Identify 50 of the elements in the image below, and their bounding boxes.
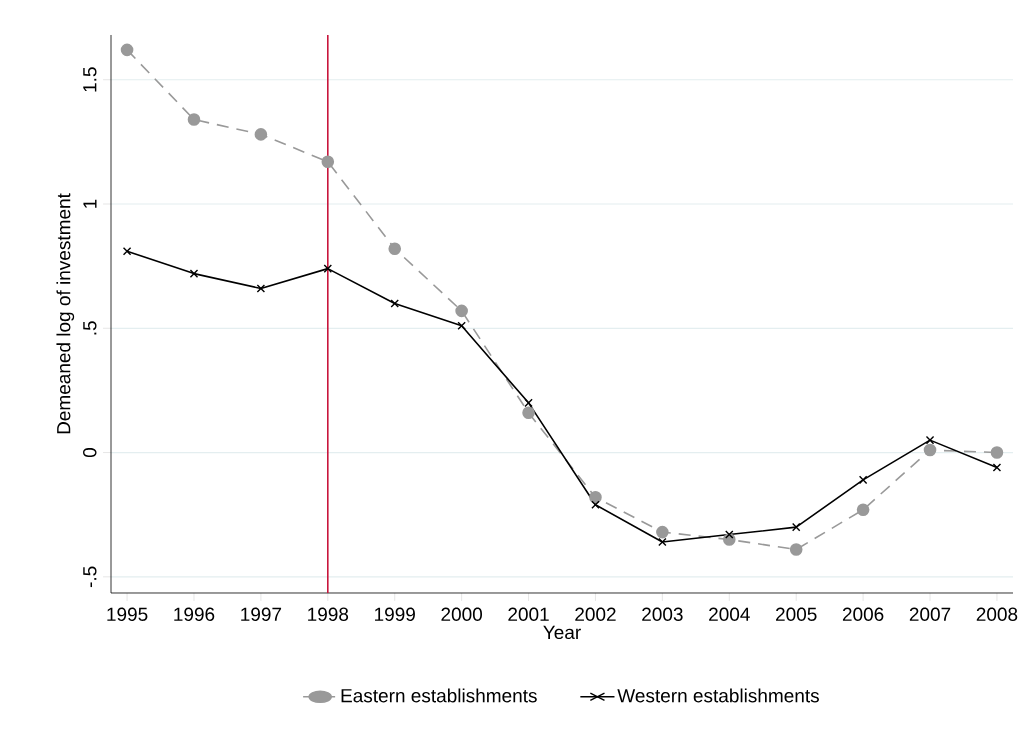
x-tick-label: 2002 <box>575 607 616 621</box>
x-tick-label: 2004 <box>709 607 750 621</box>
x-tick-label: 2008 <box>976 607 1018 621</box>
point <box>321 155 335 169</box>
point <box>589 490 602 504</box>
x-tick-label: 1999 <box>375 607 415 621</box>
point <box>457 321 466 331</box>
point <box>923 443 937 457</box>
legend-label: Eastern establishments <box>341 688 537 703</box>
point <box>120 43 134 57</box>
x-tick-label: 2006 <box>842 607 884 621</box>
point <box>658 537 667 547</box>
x-tick-label: 1997 <box>241 607 282 621</box>
y-axis-title: Demeaned log of investment <box>56 193 75 434</box>
point <box>187 113 201 126</box>
x-tick-label: 2007 <box>909 607 951 621</box>
point <box>858 475 868 485</box>
point <box>189 269 199 278</box>
point <box>522 406 535 420</box>
y-tick-label: .5 <box>83 321 97 335</box>
y-tick-label: 1.5 <box>83 67 97 92</box>
point <box>524 398 533 408</box>
legend-label: Western establishments <box>617 688 819 703</box>
x-tick-label: 1998 <box>308 607 349 621</box>
point <box>323 264 333 273</box>
y-tick-label: -.5 <box>83 566 97 588</box>
point <box>390 299 399 308</box>
y-tick-label: 0 <box>83 448 97 458</box>
x-tick-label: 2003 <box>642 607 683 621</box>
point <box>789 543 803 556</box>
x-tick-label: 1996 <box>174 607 215 621</box>
point <box>388 242 402 256</box>
point <box>791 522 801 532</box>
point <box>992 463 1002 472</box>
point <box>122 246 132 256</box>
point <box>254 128 268 141</box>
x-axis-title: Year <box>543 625 581 640</box>
point <box>990 446 1004 459</box>
point <box>256 284 266 293</box>
point <box>591 500 600 509</box>
x-tick-label: 2005 <box>776 607 817 621</box>
x-tick-label: 1995 <box>107 607 148 621</box>
x-tick-label: 2000 <box>441 607 483 621</box>
point <box>925 435 935 445</box>
point <box>455 304 468 318</box>
point <box>656 525 669 539</box>
point <box>725 530 734 539</box>
y-tick-label: 1 <box>83 199 97 208</box>
point <box>856 503 870 517</box>
x-tick-label: 2001 <box>508 607 549 621</box>
